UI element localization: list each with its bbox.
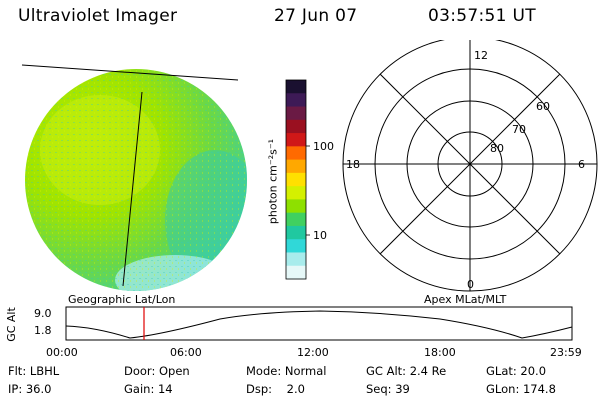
- info-glon: GLon: 174.8: [486, 382, 556, 396]
- colorbar-tick-100: 100: [313, 140, 334, 153]
- time-tick-1200: 12:00: [297, 346, 329, 359]
- time-tick-2359: 23:59: [550, 346, 582, 359]
- lat-label-70: 70: [512, 123, 526, 136]
- colorbar-band: [286, 199, 306, 214]
- colorbar-band: [286, 146, 306, 161]
- info-dsp: Dsp: 2.0: [246, 382, 305, 396]
- mlt-label-6: 6: [578, 158, 585, 171]
- geographic-caption: Geographic Lat/Lon: [68, 293, 176, 306]
- colorbar-band: [286, 80, 306, 94]
- colorbar-band: [286, 159, 306, 174]
- info-gc-alt: GC Alt: 2.4 Re: [366, 364, 447, 378]
- info-gain: Gain: 14: [124, 382, 173, 396]
- info-mode: Mode: Normal: [246, 364, 327, 378]
- altitude-axis-label: GC Alt: [4, 307, 18, 342]
- lat-label-80: 80: [490, 142, 504, 155]
- info-filter: Flt: LBHL: [8, 364, 60, 378]
- colorbar-band: [286, 239, 306, 254]
- colorbar-band: [286, 212, 306, 227]
- colorbar-band: [286, 133, 306, 147]
- altitude-tick-top: 9.0: [34, 307, 52, 320]
- mlt-label-18: 18: [346, 158, 360, 171]
- colorbar-band: [286, 119, 306, 134]
- time-tick-0000: 00:00: [46, 346, 78, 359]
- colorbar: [285, 79, 310, 280]
- time-label: 03:57:51 UT: [428, 6, 536, 26]
- info-glat: GLat: 20.0: [486, 364, 547, 378]
- geographic-image: [21, 64, 247, 291]
- colorbar-band: [286, 172, 306, 187]
- colorbar-unit-label: photon cm⁻²s⁻¹: [266, 138, 280, 225]
- altitude-tick-bottom: 1.8: [34, 324, 52, 337]
- info-door: Door: Open: [124, 364, 190, 378]
- mlt-label-12: 12: [474, 49, 488, 62]
- colorbar-band: [286, 93, 306, 108]
- altitude-plot: [65, 306, 573, 341]
- polar-grid: 12 18 6 0 60 70 80: [342, 40, 598, 292]
- info-ip: IP: 36.0: [8, 382, 52, 396]
- colorbar-band: [286, 252, 306, 267]
- meridian-line: [122, 91, 143, 287]
- colorbar-band: [286, 265, 306, 280]
- lat-label-60: 60: [536, 100, 550, 113]
- instrument-title: Ultraviolet Imager: [18, 6, 178, 26]
- altitude-curve: [65, 310, 573, 339]
- mlt-label-0: 0: [467, 278, 474, 291]
- terminator-line: [21, 64, 239, 81]
- colorbar-band: [286, 186, 306, 200]
- colorbar-band: [286, 106, 306, 121]
- date-label: 27 Jun 07: [274, 6, 358, 26]
- info-seq: Seq: 39: [366, 382, 410, 396]
- colorbar-band: [286, 225, 306, 240]
- time-tick-0600: 06:00: [170, 346, 202, 359]
- auroral-disc: [25, 69, 247, 291]
- time-tick-1800: 18:00: [424, 346, 456, 359]
- colorbar-tick-10: 10: [313, 229, 327, 242]
- apex-caption: Apex MLat/MLT: [424, 293, 507, 306]
